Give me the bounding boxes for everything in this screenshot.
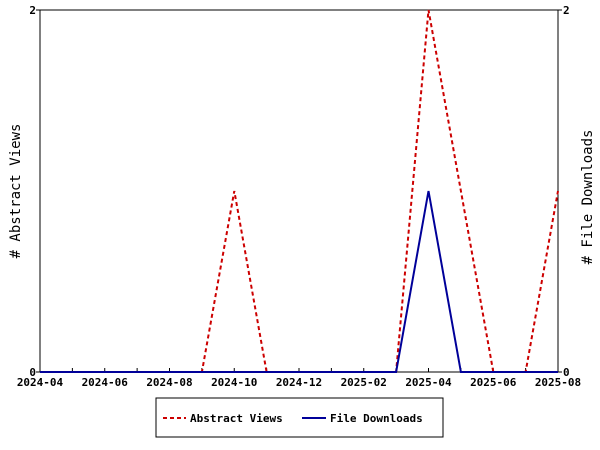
y-right-tick-label: 0 <box>563 366 570 379</box>
plot-area <box>39 9 559 373</box>
y-right-tick-label: 2 <box>563 4 570 17</box>
x-tick-label: 2025-06 <box>470 376 517 389</box>
x-tick-label: 2024-10 <box>211 376 257 389</box>
left-axis-title: # Abstract Views <box>8 124 24 259</box>
series-lines <box>40 9 559 373</box>
y-left-tick-label: 2 <box>29 4 36 17</box>
x-tick-label: 2024-04 <box>17 376 64 389</box>
plot-frame <box>39 9 559 373</box>
x-tick-label: 2025-02 <box>341 376 387 389</box>
x-tick-label: 2024-06 <box>82 376 129 389</box>
x-tick-label: 2025-04 <box>405 376 452 389</box>
legend-label-file-downloads: File Downloads <box>330 412 423 425</box>
x-axis: 2024-04 2024-06 2024-08 2024-10 2024-12 2025-… <box>17 368 581 389</box>
right-axis-title: # File Downloads <box>580 130 596 265</box>
x-tick-label: 2024-08 <box>146 376 192 389</box>
legend-label-abstract-views: Abstract Views <box>190 412 283 425</box>
legend-box <box>155 397 444 438</box>
series-line-file-downloads <box>40 190 558 373</box>
y-axes: 0 2 0 2 <box>29 4 569 379</box>
y-left-tick-label: 0 <box>29 366 36 379</box>
x-tick-label: 2024-12 <box>276 376 322 389</box>
x-tick-label: 2025-08 <box>535 376 581 389</box>
legend: Abstract Views File Downloads <box>155 397 444 438</box>
